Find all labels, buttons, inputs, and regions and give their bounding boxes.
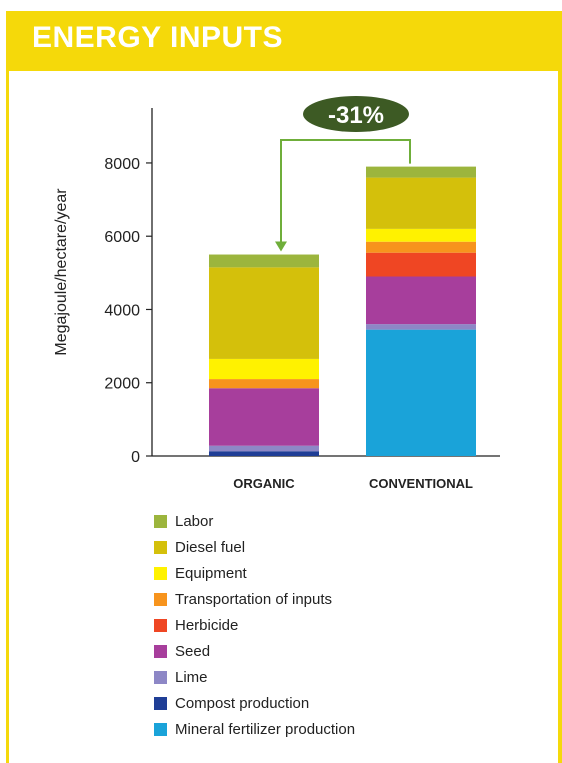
bar-segment-conventional-lime — [366, 324, 476, 330]
bar-segment-organic-transportation-of-inputs — [209, 379, 319, 389]
bar-segment-conventional-transportation-of-inputs — [366, 241, 476, 253]
legend-label: Transportation of inputs — [175, 590, 333, 608]
y-tick-label-2000: 2000 — [104, 376, 140, 393]
legend-item: Mineral fertilizer production — [154, 716, 355, 742]
top-margin — [0, 0, 562, 11]
bar-segment-conventional-mineral-fertilizer-production — [366, 329, 476, 456]
annotation-arrow-line — [280, 139, 411, 243]
legend-item: Compost production — [154, 690, 309, 716]
legend-swatch — [154, 566, 167, 580]
header-band — [6, 11, 562, 71]
legend-swatch — [154, 670, 167, 684]
legend-item: Lime — [154, 664, 208, 690]
x-tick-label-conventional: CONVENTIONAL — [369, 476, 473, 491]
legend-label: Mineral fertilizer production — [175, 720, 356, 738]
legend-label: Equipment — [175, 564, 247, 582]
x-tick-label-organic: ORGANIC — [233, 476, 295, 491]
legend-swatch — [154, 592, 167, 606]
legend-swatch — [154, 618, 167, 632]
legend-swatch — [154, 540, 167, 554]
legend-item: Transportation of inputs — [154, 586, 332, 612]
y-axis-label: Megajoule/hectare/year — [53, 188, 70, 356]
bar-segment-conventional-herbicide — [366, 252, 476, 277]
bar-segment-organic-seed — [209, 388, 319, 446]
annotation-badge — [303, 96, 409, 132]
annotation-label: -31% — [328, 102, 384, 129]
legend-label: Diesel fuel — [175, 538, 246, 556]
bar-segment-conventional-diesel-fuel — [366, 177, 476, 229]
legend-item: Herbicide — [154, 612, 238, 638]
bar-segment-organic-compost-production — [209, 451, 319, 456]
y-tick-label-4000: 4000 — [104, 302, 140, 319]
legend-label: Labor — [175, 512, 214, 530]
y-tick-label-0: 0 — [131, 449, 140, 466]
legend-swatch — [154, 696, 167, 710]
bar-segment-organic-equipment — [209, 358, 319, 380]
annotation-arrow-head — [275, 241, 287, 252]
legend-item: Seed — [154, 638, 210, 664]
bar-segment-organic-diesel-fuel — [209, 267, 319, 359]
bar-segment-conventional-seed — [366, 276, 476, 325]
legend-label: Herbicide — [175, 616, 239, 634]
y-tick-label-8000: 8000 — [104, 156, 140, 173]
card-border-left — [6, 71, 9, 763]
bar-segment-organic-lime — [209, 445, 319, 452]
legend-label: Seed — [175, 642, 211, 660]
bar-segment-conventional-equipment — [366, 228, 476, 242]
legend-item: Equipment — [154, 560, 247, 586]
legend-label: Compost production — [175, 694, 310, 712]
card-border-right — [558, 71, 562, 763]
legend-item: Labor — [154, 508, 213, 534]
page-title: ENERGY INPUTS — [32, 21, 283, 54]
y-tick-label-6000: 6000 — [104, 229, 140, 246]
legend-item: Diesel fuel — [154, 534, 245, 560]
legend-label: Lime — [175, 668, 208, 686]
bar-segment-conventional-labor — [366, 166, 476, 178]
legend-swatch — [154, 722, 167, 736]
bar-segment-organic-labor — [209, 254, 319, 268]
legend-swatch — [154, 644, 167, 658]
legend-swatch — [154, 514, 167, 528]
